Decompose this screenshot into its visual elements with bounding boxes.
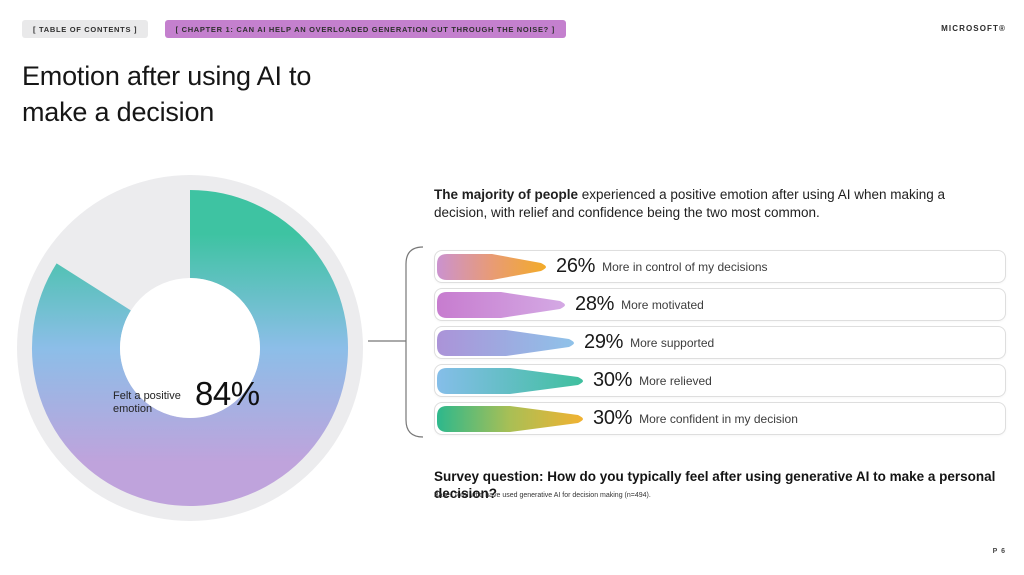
donut-value-label: 84% (195, 375, 260, 412)
table-of-contents-button[interactable]: [ TABLE OF CONTENTS ] (22, 20, 149, 38)
bar-value: 26% (556, 255, 596, 277)
chapter-nav-button[interactable]: [ CHAPTER 1: CAN AI HELP AN OVERLOADED G… (164, 20, 566, 38)
bar-category-label: More motivated (621, 297, 704, 312)
top-bar: [ TABLE OF CONTENTS ] [ CHAPTER 1: CAN A… (22, 20, 1006, 40)
page-title-line1: Emotion after using AI to (22, 61, 312, 91)
bar-category-label: More in control of my decisions (602, 259, 768, 274)
bar-shape (437, 329, 574, 356)
page-number: P 6 (992, 548, 1006, 555)
summary-text: The majority of people experienced a pos… (434, 186, 986, 222)
bar-shape (437, 367, 583, 394)
brand-logo: MICROSOFT® (941, 24, 1006, 33)
connector-bracket (368, 246, 424, 438)
bar-row: 26% More in control of my decisions (434, 250, 1006, 283)
bar-category-label: More relieved (639, 373, 712, 388)
bar-value: 30% (593, 369, 633, 391)
bar-value: 28% (575, 293, 615, 315)
bar-value: 29% (584, 331, 624, 353)
bar-row: 29% More supported (434, 326, 1006, 359)
bar-shape (437, 253, 546, 280)
bar-row: 30% More confident in my decision (434, 402, 1006, 435)
bar-category-label: More confident in my decision (639, 411, 798, 426)
emotion-bar-list: 26% More in control of my decisions 28% Mor… (434, 250, 1006, 440)
summary-lead-rest: experienced a positive emotion after usi… (434, 187, 945, 220)
page-title: Emotion after using AI to make a decisio… (22, 58, 311, 130)
bar-row: 30% More relieved (434, 364, 1006, 397)
bar-category-label: More supported (630, 335, 715, 350)
donut-chart-svg (17, 175, 363, 521)
bar-row: 28% More motivated (434, 288, 1006, 321)
page-title-line2: make a decision (22, 97, 215, 127)
bar-shape (437, 405, 583, 432)
bar-value: 30% (593, 407, 633, 429)
survey-question: Survey question: How do you typically fe… (434, 469, 996, 501)
donut-slice-label: Felt a positive emotion (113, 390, 181, 415)
base-note: Base: Total who have used generative AI … (434, 492, 651, 499)
summary-lead-bold: The majority of people (434, 187, 579, 202)
bar-shape (437, 291, 565, 318)
donut-chart: Felt a positive emotion 84% (15, 173, 365, 523)
